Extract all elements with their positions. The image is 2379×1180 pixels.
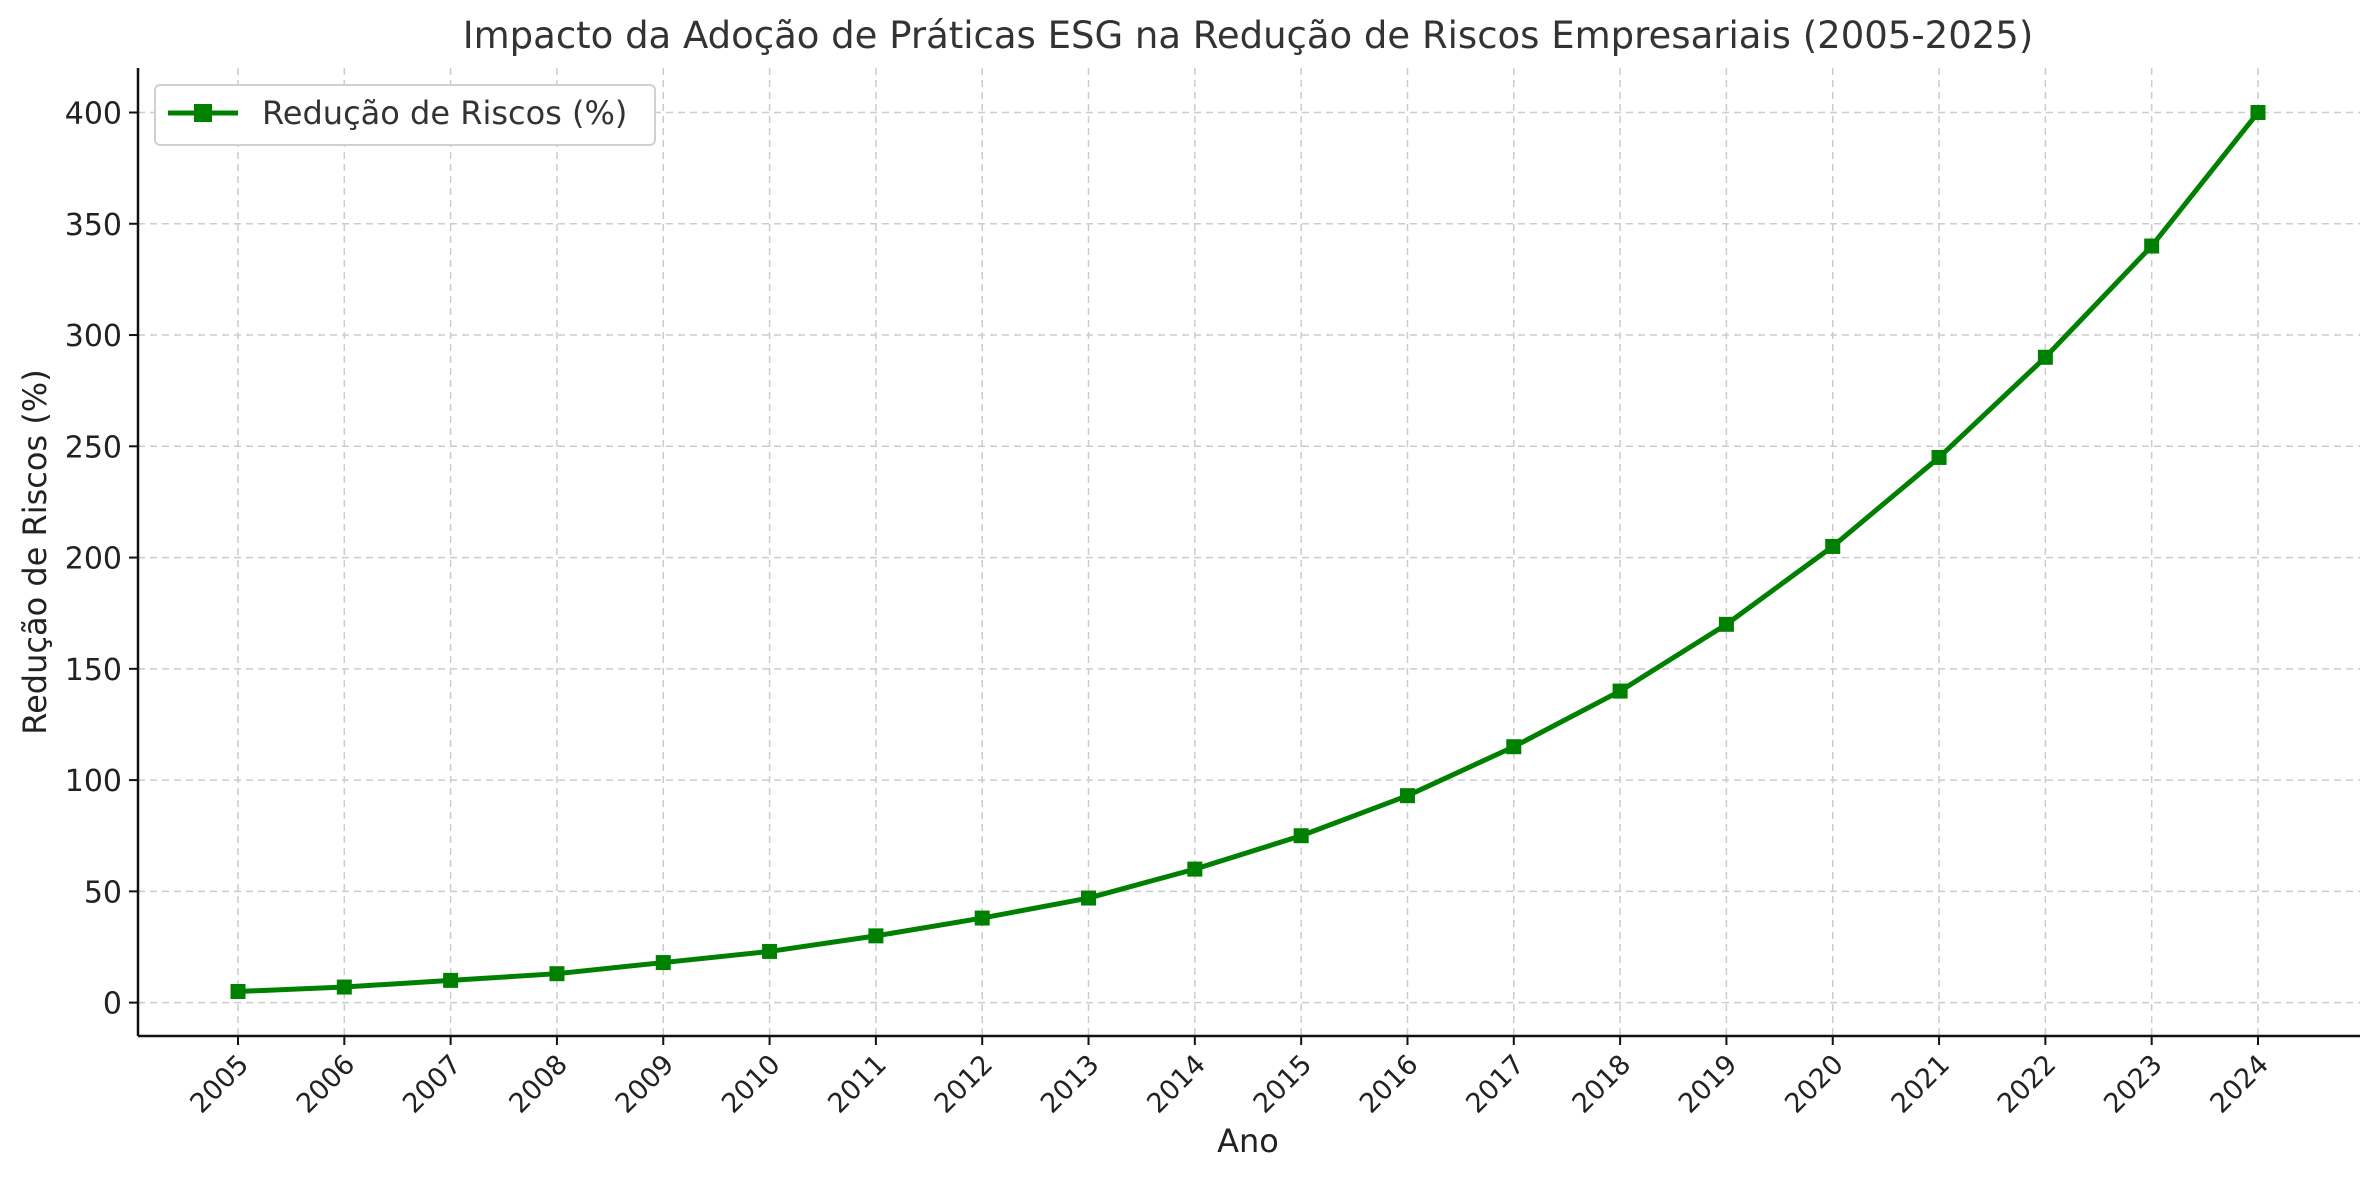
data-point-marker xyxy=(868,928,884,944)
x-tick-label: 2019 xyxy=(1673,1049,1744,1120)
x-tick-label: 2021 xyxy=(1885,1049,1956,1120)
x-tick-label: 2011 xyxy=(822,1049,893,1120)
x-tick-label: 2009 xyxy=(610,1049,681,1120)
x-ticks: 2005 2006 2007 2008 2009 2010 2011 2012 2013 2014… xyxy=(184,1036,2275,1120)
legend: Redução de Riscos (%) xyxy=(154,84,656,146)
y-axis-label: Redução de Riscos (%) xyxy=(16,369,54,734)
x-tick-label: 2005 xyxy=(184,1049,255,1120)
data-point-marker xyxy=(1293,828,1309,844)
x-tick-label: 2016 xyxy=(1354,1049,1425,1120)
x-tick-label: 2008 xyxy=(503,1049,574,1120)
grid-lines xyxy=(138,68,2360,1036)
x-tick-label: 2006 xyxy=(291,1049,362,1120)
y-tick-label: 300 xyxy=(65,319,122,354)
x-tick-label: 2024 xyxy=(2204,1049,2275,1120)
x-tick-label: 2007 xyxy=(397,1049,468,1120)
data-point-marker xyxy=(2144,238,2160,254)
data-series xyxy=(230,105,2266,999)
x-tick-label: 2014 xyxy=(1141,1049,1212,1120)
axes-spines xyxy=(136,68,2360,1038)
x-tick-label: 2018 xyxy=(1567,1049,1638,1120)
data-point-marker xyxy=(549,966,565,982)
y-tick-label: 100 xyxy=(65,764,122,799)
legend-marker-square xyxy=(194,104,212,122)
data-point-marker xyxy=(1612,683,1628,699)
data-point-marker xyxy=(974,910,990,926)
data-point-marker xyxy=(1399,788,1415,804)
y-tick-label: 150 xyxy=(65,653,122,688)
y-tick-label: 250 xyxy=(65,430,122,465)
data-point-marker xyxy=(336,979,352,995)
x-tick-label: 2020 xyxy=(1779,1049,1850,1120)
legend-box xyxy=(154,84,656,146)
data-point-marker xyxy=(1931,449,1947,465)
series-line xyxy=(237,110,2260,994)
x-tick-label: 2013 xyxy=(1035,1049,1106,1120)
x-tick-label: 2023 xyxy=(2098,1049,2169,1120)
x-tick-label: 2012 xyxy=(929,1049,1000,1120)
data-point-marker xyxy=(1718,616,1734,632)
legend-label: Redução de Riscos (%) xyxy=(262,94,627,132)
y-tick-label: 50 xyxy=(84,875,122,910)
data-point-marker xyxy=(1506,739,1522,755)
data-point-marker xyxy=(2250,105,2266,121)
data-point-marker xyxy=(1081,890,1097,906)
data-point-marker xyxy=(443,972,459,988)
x-tick-label: 2017 xyxy=(1460,1049,1531,1120)
x-tick-label: 2022 xyxy=(1992,1049,2063,1120)
x-axis-label: Ano xyxy=(1217,1122,1279,1160)
data-point-marker xyxy=(1187,861,1203,877)
y-ticks: 0 50 100 150 200 250 300 350 400 xyxy=(65,97,138,1022)
y-tick-label: 400 xyxy=(65,97,122,132)
x-tick-label: 2015 xyxy=(1248,1049,1319,1120)
y-tick-label: 0 xyxy=(103,987,122,1022)
x-tick-label: 2010 xyxy=(716,1049,787,1120)
data-point-marker xyxy=(655,955,671,971)
y-tick-label: 350 xyxy=(65,208,122,243)
data-point-marker xyxy=(762,943,778,959)
chart-title: Impacto da Adoção de Práticas ESG na Red… xyxy=(463,14,2034,57)
data-point-marker xyxy=(1825,538,1841,554)
y-tick-label: 200 xyxy=(65,542,122,577)
data-point-marker xyxy=(2037,349,2053,365)
data-point-marker xyxy=(230,983,246,999)
